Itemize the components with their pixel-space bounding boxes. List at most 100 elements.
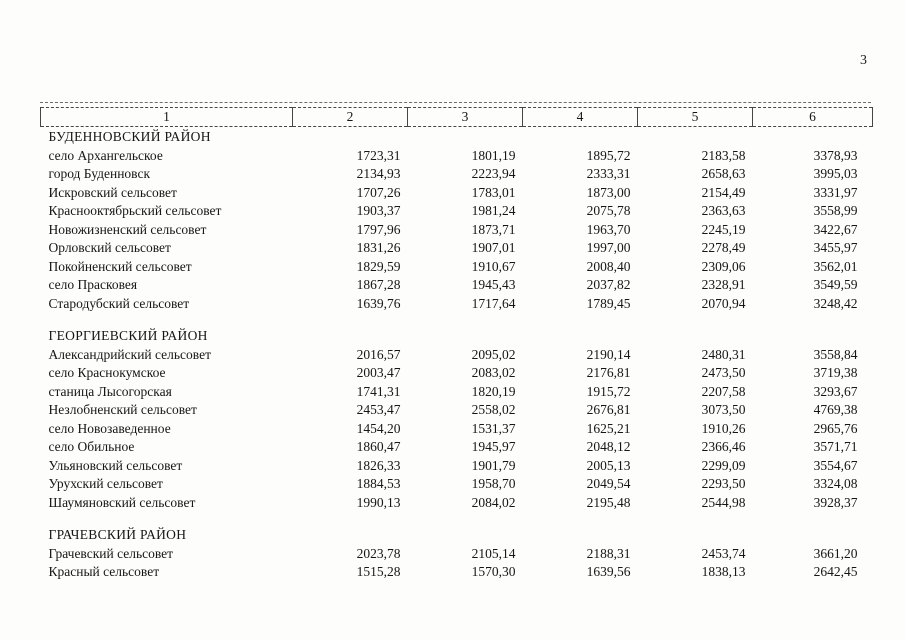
row-value: 1831,26 — [356, 240, 401, 255]
row-value: 1903,37 — [356, 203, 401, 218]
row-name: село Архангельское — [48, 147, 163, 163]
rates-table: 1 2 3 4 5 6 БУДЕННОВСКИЙ РАЙОН село Архан… — [40, 107, 873, 582]
row-value: 2190,14 — [586, 346, 631, 362]
row-value: 2003,47 — [356, 365, 401, 380]
row-name: Краснооктябрьский сельсовет — [48, 203, 222, 218]
row-value: 1963,70 — [586, 221, 631, 237]
table-row: город Буденновск 2134,93 2223,94 2333,31 265… — [41, 165, 873, 184]
row-value: 2676,81 — [586, 402, 631, 417]
table-row: Стародубский сельсовет 1639,76 1717,64 1789… — [41, 295, 873, 314]
table-row: Грачевский сельсовет 2023,78 2105,14 2188,3… — [41, 545, 873, 564]
row-value: 2453,47 — [356, 402, 401, 417]
row-value: 2965,76 — [813, 420, 858, 436]
row-name: Урухский сельсовет — [48, 476, 163, 491]
row-value: 1945,43 — [471, 277, 516, 292]
row-value: 2223,94 — [471, 166, 516, 181]
row-value: 1990,13 — [356, 494, 401, 510]
row-value: 2480,31 — [701, 346, 746, 362]
row-value: 2299,09 — [701, 457, 746, 473]
row-value: 2070,94 — [701, 295, 746, 311]
row-value: 3554,67 — [813, 457, 858, 473]
table-row: село Обильное 1860,47 1945,97 2048,12 2366,4… — [41, 438, 873, 457]
row-value: 2134,93 — [356, 166, 401, 181]
row-value: 1829,59 — [356, 258, 401, 274]
table-row: Урухский сельсовет 1884,53 1958,70 2049,54 2… — [41, 475, 873, 494]
row-name: Орловский сельсовет — [48, 240, 171, 255]
row-value: 2005,13 — [586, 457, 631, 473]
row-value: 2016,57 — [356, 346, 401, 362]
row-name: Шаумяновский сельсовет — [48, 494, 196, 510]
section-title-row: ГРАЧЕВСКИЙ РАЙОН — [41, 525, 873, 545]
row-value: 1873,00 — [586, 184, 631, 200]
row-value: 2328,91 — [701, 277, 746, 292]
row-value: 1801,19 — [471, 147, 516, 163]
row-value: 3455,97 — [813, 240, 858, 255]
row-value: 2075,78 — [586, 203, 631, 218]
page-number: 3 — [860, 53, 867, 68]
table-row: станица Лысогорская 1741,31 1820,19 1915,72… — [41, 383, 873, 402]
row-value: 3558,99 — [813, 203, 858, 218]
row-name: село Краснокумское — [48, 365, 166, 380]
table-row: село Прасковея 1867,28 1945,43 2037,82 2328,… — [41, 276, 873, 295]
row-value: 1981,24 — [471, 203, 516, 218]
row-value: 1907,01 — [471, 240, 516, 255]
row-value: 3293,67 — [813, 383, 858, 399]
table-row: Новожизненский сельсовет 1797,96 1873,71 19… — [41, 221, 873, 240]
row-value: 2245,19 — [701, 221, 746, 237]
row-value: 2278,49 — [701, 240, 746, 255]
row-value: 1826,33 — [356, 457, 401, 473]
row-value: 2658,63 — [701, 166, 746, 181]
row-value: 1997,00 — [586, 240, 631, 255]
row-name: Искровский сельсовет — [48, 184, 177, 200]
row-value: 2049,54 — [586, 476, 631, 491]
row-value: 2195,48 — [586, 494, 631, 510]
row-value: 3378,93 — [813, 147, 858, 163]
row-value: 1625,21 — [586, 420, 631, 436]
row-name: село Прасковея — [48, 277, 138, 292]
row-value: 1958,70 — [471, 476, 516, 491]
row-name: город Буденновск — [48, 166, 151, 181]
table-row: Покойненский сельсовет 1829,59 1910,67 2008… — [41, 258, 873, 277]
section-title: ГЕОРГИЕВСКИЙ РАЙОН — [48, 328, 208, 343]
row-value: 2333,31 — [586, 166, 631, 181]
section-title-row: БУДЕННОВСКИЙ РАЙОН — [41, 127, 873, 147]
column-header: 6 — [752, 107, 873, 127]
row-value: 3331,97 — [813, 184, 858, 200]
row-value: 2176,81 — [586, 365, 631, 380]
row-value: 3995,03 — [813, 166, 858, 181]
table-row: Ульяновский сельсовет 1826,33 1901,79 2005,… — [41, 457, 873, 476]
row-value: 3562,01 — [813, 258, 858, 274]
row-name: село Новозаведенное — [48, 420, 171, 436]
row-value: 3928,37 — [813, 494, 858, 510]
row-value: 1454,20 — [356, 420, 401, 436]
section-title: ГРАЧЕВСКИЙ РАЙОН — [48, 527, 187, 542]
row-name: Покойненский сельсовет — [48, 258, 192, 274]
row-value: 3661,20 — [813, 545, 858, 561]
row-value: 2473,50 — [701, 365, 746, 380]
row-value: 1570,30 — [471, 564, 516, 579]
row-value: 3422,67 — [813, 221, 858, 237]
row-value: 3324,08 — [813, 476, 858, 491]
column-header: 3 — [407, 107, 523, 127]
row-value: 4769,38 — [813, 402, 858, 417]
row-value: 3248,42 — [813, 295, 858, 311]
row-value: 1707,26 — [356, 184, 401, 200]
row-value: 1639,76 — [356, 295, 401, 311]
table-row: Александрийский сельсовет 2016,57 2095,02 2… — [41, 346, 873, 365]
row-name: Незлобненский сельсовет — [48, 402, 197, 417]
row-value: 2366,46 — [701, 439, 746, 454]
row-value: 2095,02 — [471, 346, 516, 362]
row-value: 2642,45 — [813, 564, 858, 579]
row-value: 1895,72 — [586, 147, 631, 163]
row-value: 1741,31 — [356, 383, 401, 399]
table-top-rule — [40, 102, 871, 103]
row-name: Красный сельсовет — [48, 564, 160, 579]
table-row: Незлобненский сельсовет 2453,47 2558,02 267… — [41, 401, 873, 420]
row-value: 1884,53 — [356, 476, 401, 491]
section-title-row: ГЕОРГИЕВСКИЙ РАЙОН — [41, 326, 873, 346]
row-value: 2309,06 — [701, 258, 746, 274]
row-value: 2188,31 — [586, 545, 631, 561]
row-value: 1910,26 — [701, 420, 746, 436]
column-header: 5 — [637, 107, 753, 127]
